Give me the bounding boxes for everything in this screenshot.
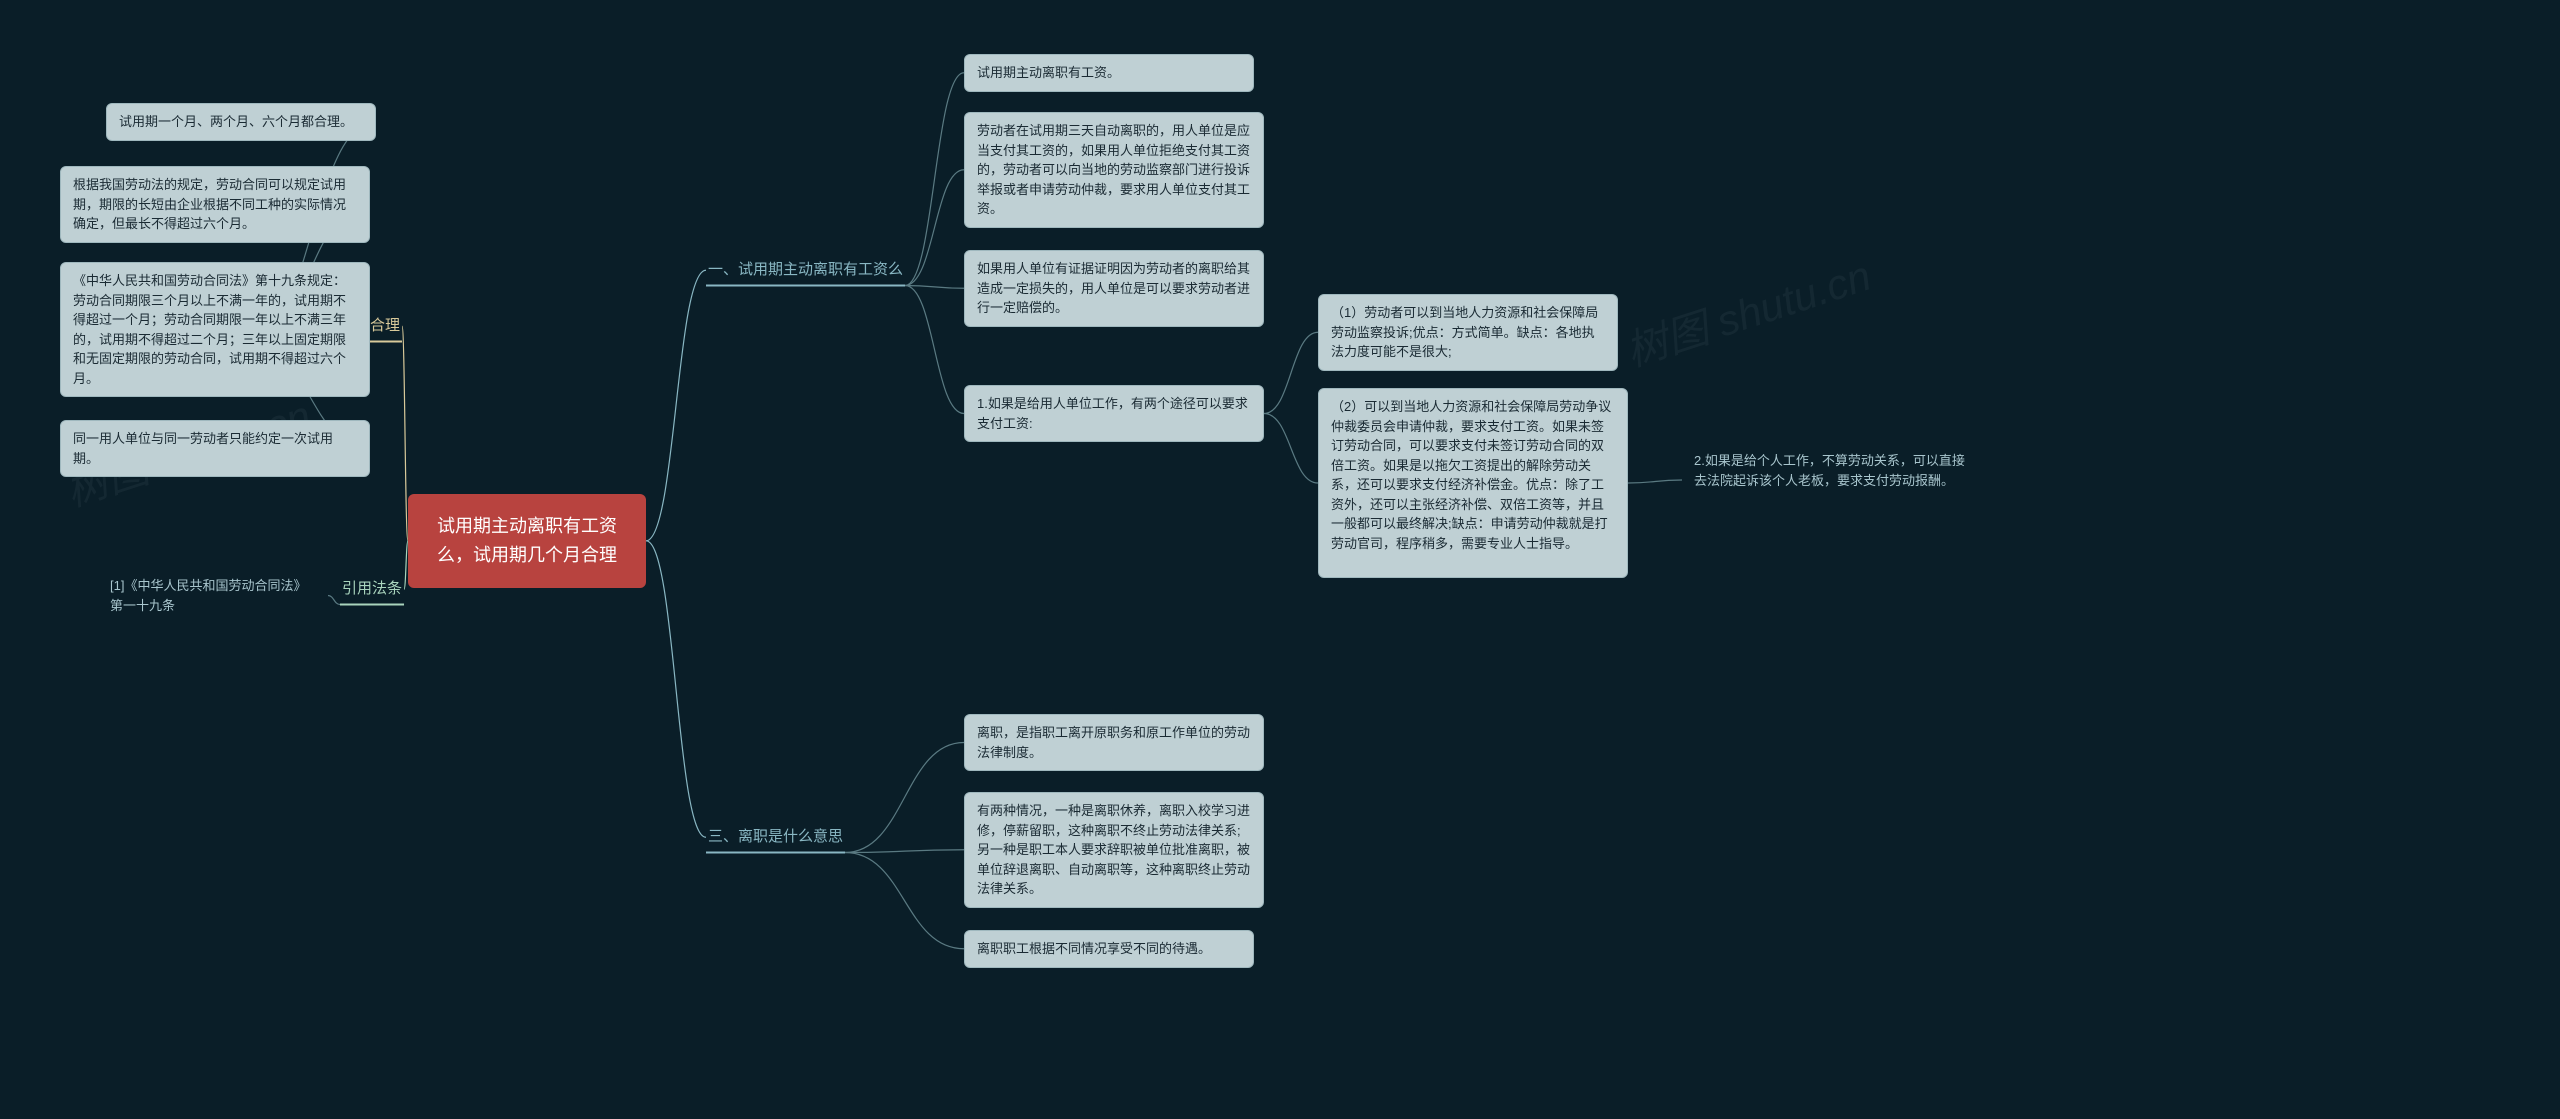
leaf-b3-1: 离职，是指职工离开原职务和原工作单位的劳动法律制度。 bbox=[964, 714, 1264, 771]
leaf-b3-2: 有两种情况，一种是离职休养，离职入校学习进修，停薪留职，这种离职不终止劳动法律关… bbox=[964, 792, 1264, 908]
leaf-b2-2: 根据我国劳动法的规定，劳动合同可以规定试用期，期限的长短由企业根据不同工种的实际… bbox=[60, 166, 370, 243]
watermark: 树图 shutu.cn bbox=[1617, 242, 1878, 379]
branch-1: 一、试用期主动离职有工资么 bbox=[706, 255, 905, 286]
leaf-b2-1: 试用期一个月、两个月、六个月都合理。 bbox=[106, 103, 376, 141]
root-node: 试用期主动离职有工资么，试用期几个月合理 bbox=[408, 494, 646, 588]
leaf-b2-3: 《中华人民共和国劳动合同法》第十九条规定：劳动合同期限三个月以上不满一年的，试用… bbox=[60, 262, 370, 397]
branch-3: 三、离职是什么意思 bbox=[706, 822, 845, 853]
leaf-b1-1: 试用期主动离职有工资。 bbox=[964, 54, 1254, 92]
leaf-b1-2: 劳动者在试用期三天自动离职的，用人单位是应当支付其工资的，如果用人单位拒绝支付其… bbox=[964, 112, 1264, 228]
leaf-b2-4: 同一用人单位与同一劳动者只能约定一次试用期。 bbox=[60, 420, 370, 477]
connector-layer bbox=[0, 0, 2560, 1119]
leaf-b1-4a: （1）劳动者可以到当地人力资源和社会保障局劳动监察投诉;优点：方式简单。缺点：各… bbox=[1318, 294, 1618, 371]
leaf-b1-3: 如果用人单位有证据证明因为劳动者的离职给其造成一定损失的，用人单位是可以要求劳动… bbox=[964, 250, 1264, 327]
leaf-b1-4b: （2）可以到当地人力资源和社会保障局劳动争议仲裁委员会申请仲裁，要求支付工资。如… bbox=[1318, 388, 1628, 578]
leaf-b1-4b-1: 2.如果是给个人工作，不算劳动关系，可以直接去法院起诉该个人老板，要求支付劳动报… bbox=[1682, 443, 1982, 517]
leaf-b1-4: 1.如果是给用人单位工作，有两个途径可以要求支付工资: bbox=[964, 385, 1264, 442]
branch-4: 引用法条 bbox=[340, 574, 404, 605]
leaf-b3-3: 离职职工根据不同情况享受不同的待遇。 bbox=[964, 930, 1254, 968]
leaf-b4-1: [1]《中华人民共和国劳动合同法》 第一十九条 bbox=[98, 568, 328, 623]
